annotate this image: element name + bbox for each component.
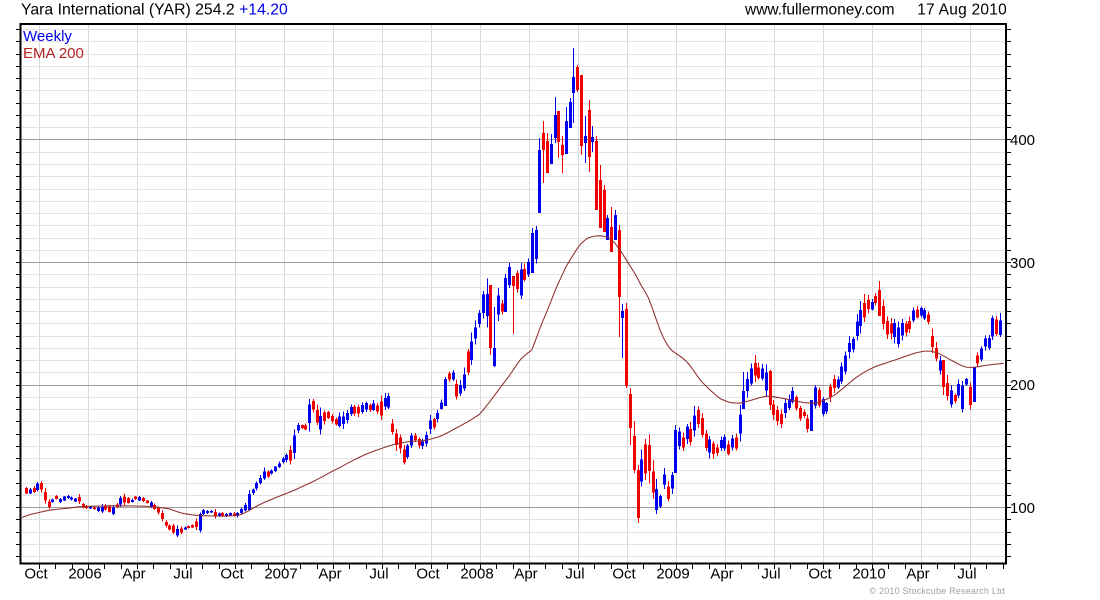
svg-text:Oct: Oct: [220, 566, 244, 583]
svg-text:Oct: Oct: [808, 566, 832, 583]
svg-text:Apr: Apr: [710, 566, 733, 583]
svg-text:300: 300: [1010, 255, 1035, 272]
svg-text:Apr: Apr: [318, 566, 341, 583]
svg-text:Jul: Jul: [173, 566, 192, 583]
svg-text:Oct: Oct: [416, 566, 440, 583]
svg-text:200: 200: [1010, 377, 1035, 394]
svg-text:Jul: Jul: [565, 566, 584, 583]
svg-text:Jul: Jul: [761, 566, 780, 583]
svg-text:Yara International (YAR) 254.2: Yara International (YAR) 254.2 +14.20: [21, 2, 288, 19]
svg-text:Weekly: Weekly: [23, 28, 72, 45]
svg-text:www.fullermoney.com: www.fullermoney.com: [744, 2, 895, 19]
svg-text:Jul: Jul: [369, 566, 388, 583]
svg-text:17 Aug 2010: 17 Aug 2010: [917, 2, 1007, 19]
svg-text:Oct: Oct: [612, 566, 636, 583]
svg-text:© 2010 Stockcube Research Ltd: © 2010 Stockcube Research Ltd: [869, 586, 1005, 596]
svg-text:2009: 2009: [656, 566, 689, 583]
svg-text:EMA 200: EMA 200: [23, 45, 84, 62]
svg-text:Apr: Apr: [514, 566, 537, 583]
svg-text:100: 100: [1010, 500, 1035, 517]
svg-text:2006: 2006: [68, 566, 101, 583]
svg-text:2008: 2008: [460, 566, 493, 583]
svg-text:Apr: Apr: [906, 566, 929, 583]
svg-text:2007: 2007: [264, 566, 297, 583]
svg-text:Oct: Oct: [24, 566, 48, 583]
svg-text:Jul: Jul: [957, 566, 976, 583]
svg-text:Apr: Apr: [122, 566, 145, 583]
svg-text:2010: 2010: [852, 566, 885, 583]
svg-text:400: 400: [1010, 132, 1035, 149]
